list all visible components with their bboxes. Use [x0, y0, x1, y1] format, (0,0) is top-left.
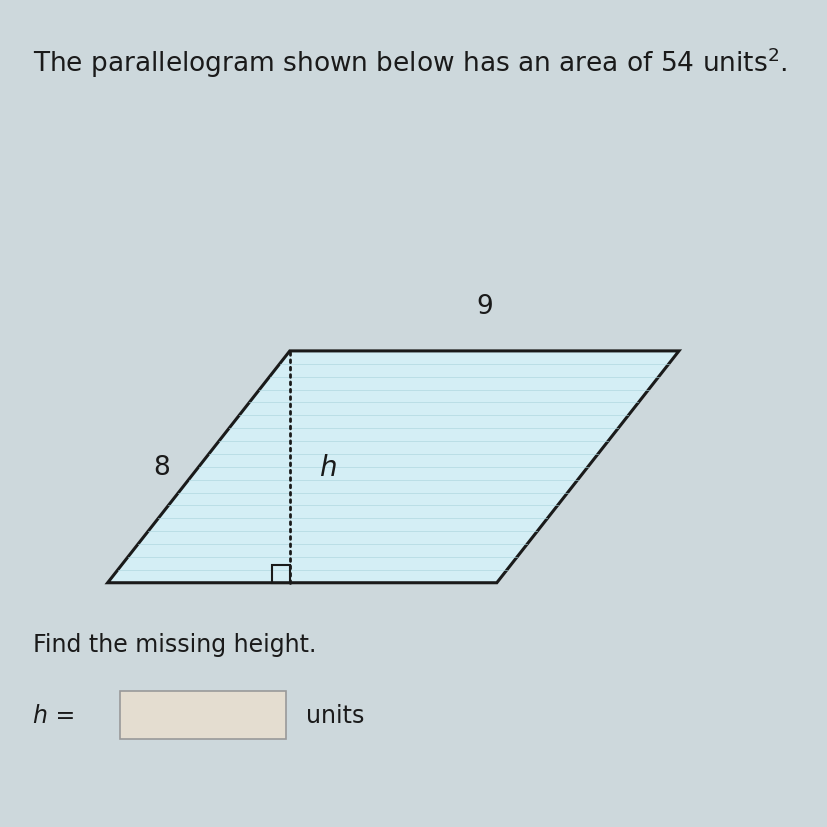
Text: h =: h = [33, 704, 75, 727]
Text: 8: 8 [153, 454, 170, 480]
Polygon shape [108, 351, 678, 583]
Text: The parallelogram shown below has an area of 54 units$^{2}$.: The parallelogram shown below has an are… [33, 45, 786, 80]
Bar [271, 565, 289, 583]
Text: 9: 9 [476, 294, 492, 320]
Text: h: h [318, 453, 336, 481]
Text: Find the missing height.: Find the missing height. [33, 633, 316, 657]
Text: units: units [306, 704, 365, 727]
Bar [120, 691, 285, 739]
